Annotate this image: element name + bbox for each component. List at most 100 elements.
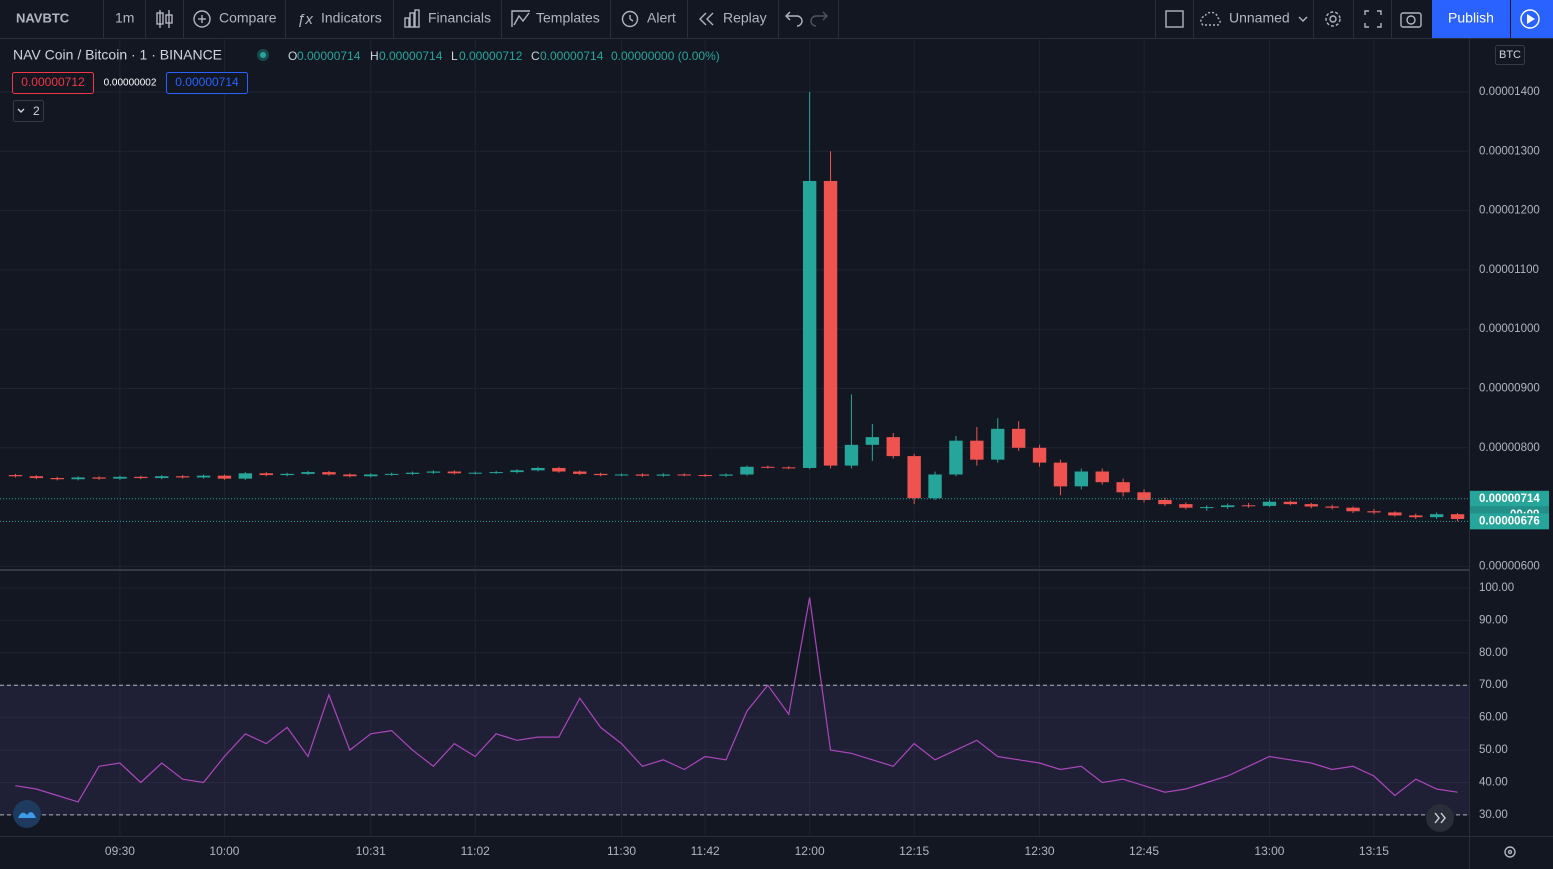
financials-button[interactable]: Financials	[428, 10, 491, 26]
logo-button[interactable]	[13, 800, 41, 828]
candle-body	[1450, 514, 1465, 519]
x-tick-label: 10:00	[209, 844, 239, 858]
collapse-button[interactable]	[13, 100, 44, 122]
y-tick-label: 90.00	[1479, 614, 1508, 626]
currency-box[interactable]	[1495, 45, 1525, 65]
redo-button[interactable]	[810, 11, 828, 27]
candle-body	[1346, 507, 1360, 512]
y-tick-label: 50.00	[1479, 744, 1508, 756]
alert-icon[interactable]	[621, 10, 639, 28]
price-label: 0.00000714	[1479, 493, 1540, 505]
candle-body	[1283, 501, 1298, 505]
candle-body	[531, 467, 545, 471]
templates-icon[interactable]	[511, 10, 530, 27]
scroll-right-icon	[1434, 812, 1446, 824]
candle-body	[1429, 514, 1444, 518]
y-tick-label: 60.00	[1479, 712, 1508, 724]
candle-body	[865, 437, 880, 445]
settings-button[interactable]	[1325, 11, 1341, 27]
y-tick-label: 80.00	[1479, 647, 1508, 659]
candle-body	[426, 471, 441, 473]
candle-body	[113, 476, 127, 479]
change-value: 0.00000000 (0.00%)	[611, 49, 720, 63]
buy-box[interactable]	[166, 72, 248, 94]
indicators-button[interactable]: Indicators	[321, 10, 382, 26]
replay-icon[interactable]	[699, 12, 714, 26]
bid-price: 0.00000712	[21, 75, 85, 89]
symbol-button[interactable]: NAVBTC	[16, 10, 70, 25]
chart-style-button[interactable]	[156, 10, 173, 28]
candle-body	[1409, 515, 1423, 518]
axis-settings-button[interactable]	[1504, 846, 1516, 858]
compare-icon[interactable]	[193, 10, 211, 28]
indicators-icon[interactable]: ƒx	[297, 11, 313, 28]
candle-body	[217, 475, 232, 479]
candle-body	[886, 437, 900, 457]
candle-body	[1158, 499, 1172, 505]
alert-button[interactable]: Alert	[647, 10, 676, 26]
candle-body	[1200, 507, 1214, 509]
layout-name[interactable]: Unnamed	[1229, 10, 1290, 26]
stream-button[interactable]	[1520, 9, 1540, 29]
candle-body	[405, 472, 420, 474]
x-tick-label: 11:30	[607, 844, 636, 858]
candle-body	[593, 473, 608, 476]
scroll-right-button[interactable]	[1426, 804, 1454, 832]
financials-icon[interactable]	[404, 9, 420, 28]
y-tick-label: 0.00001200	[1479, 205, 1540, 217]
candle-body	[1325, 506, 1339, 508]
overlay-buttons	[13, 800, 1516, 858]
candle-body	[573, 471, 587, 474]
candle-body	[238, 473, 253, 479]
layout-menu[interactable]	[1298, 16, 1308, 22]
candle-body	[1074, 471, 1089, 487]
level-band	[0, 685, 1469, 815]
undo-button[interactable]	[785, 11, 803, 27]
candle-body	[823, 180, 838, 466]
x-tick-label: 12:30	[1025, 844, 1055, 858]
candle-body	[719, 474, 733, 476]
open-label: O	[288, 49, 297, 63]
y-tick-label: 0.00000900	[1479, 383, 1540, 395]
x-tick-label: 11:02	[461, 844, 490, 858]
candle-body	[991, 428, 1005, 460]
candle-body	[155, 476, 169, 479]
toggle-panel-button[interactable]	[1165, 10, 1184, 28]
candle-body	[71, 477, 85, 480]
candle-body	[1367, 511, 1381, 513]
candle-body	[1388, 512, 1402, 516]
interval-button[interactable]: 1m	[115, 10, 134, 26]
market-status-dot	[260, 52, 266, 58]
frame	[0, 38, 1553, 869]
candle-body	[301, 472, 315, 474]
snapshot-button[interactable]	[1400, 12, 1422, 28]
candle-body	[343, 474, 357, 477]
candle-body	[949, 440, 963, 475]
candle-body	[552, 467, 566, 472]
candle-body	[698, 475, 712, 477]
candle-body	[844, 444, 859, 466]
candle-body	[614, 474, 629, 476]
candle-body	[447, 471, 462, 474]
candle-body	[489, 472, 503, 474]
collapse-icon	[17, 108, 25, 113]
low-value: 0.00000712	[459, 49, 523, 63]
spread: 0.00000002	[104, 78, 157, 89]
x-tick-label: 12:15	[899, 844, 929, 858]
publish-button[interactable]: Publish	[1448, 10, 1494, 26]
candle-body	[656, 474, 671, 476]
high-label: H	[370, 49, 379, 63]
candle-body	[1241, 505, 1256, 507]
sell-box[interactable]	[12, 72, 94, 94]
templates-button[interactable]: Templates	[536, 10, 600, 26]
candle-body	[1262, 501, 1277, 506]
close-label: C	[531, 49, 540, 63]
x-tick-label: 12:00	[795, 844, 825, 858]
candle-body	[50, 478, 64, 480]
compare-button[interactable]: Compare	[219, 10, 277, 26]
candle-body	[635, 474, 650, 476]
fullscreen-button[interactable]	[1364, 10, 1382, 28]
replay-button[interactable]: Replay	[723, 10, 767, 26]
